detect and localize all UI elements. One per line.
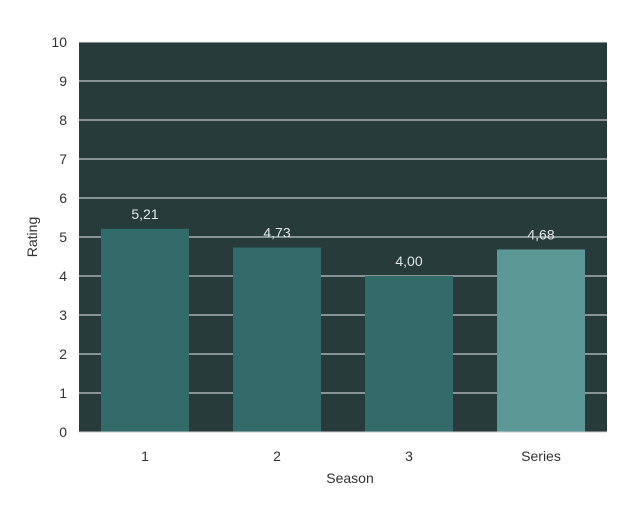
x-tick-label: Series: [521, 448, 561, 464]
y-axis-title: Rating: [24, 217, 40, 257]
data-label: 4,73: [263, 225, 290, 241]
y-tick-label: 0: [59, 424, 67, 440]
bar-3: [365, 276, 453, 432]
bar-2: [233, 247, 321, 432]
x-tick-label: 1: [141, 448, 149, 464]
y-tick-label: 5: [59, 229, 67, 245]
data-label: 4,00: [395, 253, 422, 269]
y-tick-label: 10: [51, 34, 67, 50]
y-tick-label: 1: [59, 385, 67, 401]
data-label: 4,68: [527, 226, 554, 242]
bar-1: [101, 228, 189, 432]
bars: [101, 228, 585, 432]
y-tick-label: 9: [59, 73, 67, 89]
bar-series: [497, 249, 585, 432]
data-labels: 5,21 4,73 4,00 4,68: [131, 206, 554, 269]
y-tick-label: 3: [59, 307, 67, 323]
y-tick-label: 4: [59, 268, 67, 284]
x-axis-ticks: 1 2 3 Series: [141, 448, 561, 464]
y-tick-label: 2: [59, 346, 67, 362]
y-tick-label: 8: [59, 112, 67, 128]
y-axis-ticks: 0 1 2 3 4 5 6 7 8 9 10: [51, 34, 67, 440]
x-tick-label: 3: [405, 448, 413, 464]
x-axis-title: Season: [326, 470, 373, 486]
data-label: 5,21: [131, 206, 158, 222]
y-tick-label: 7: [59, 151, 67, 167]
x-tick-label: 2: [273, 448, 281, 464]
y-tick-label: 6: [59, 190, 67, 206]
